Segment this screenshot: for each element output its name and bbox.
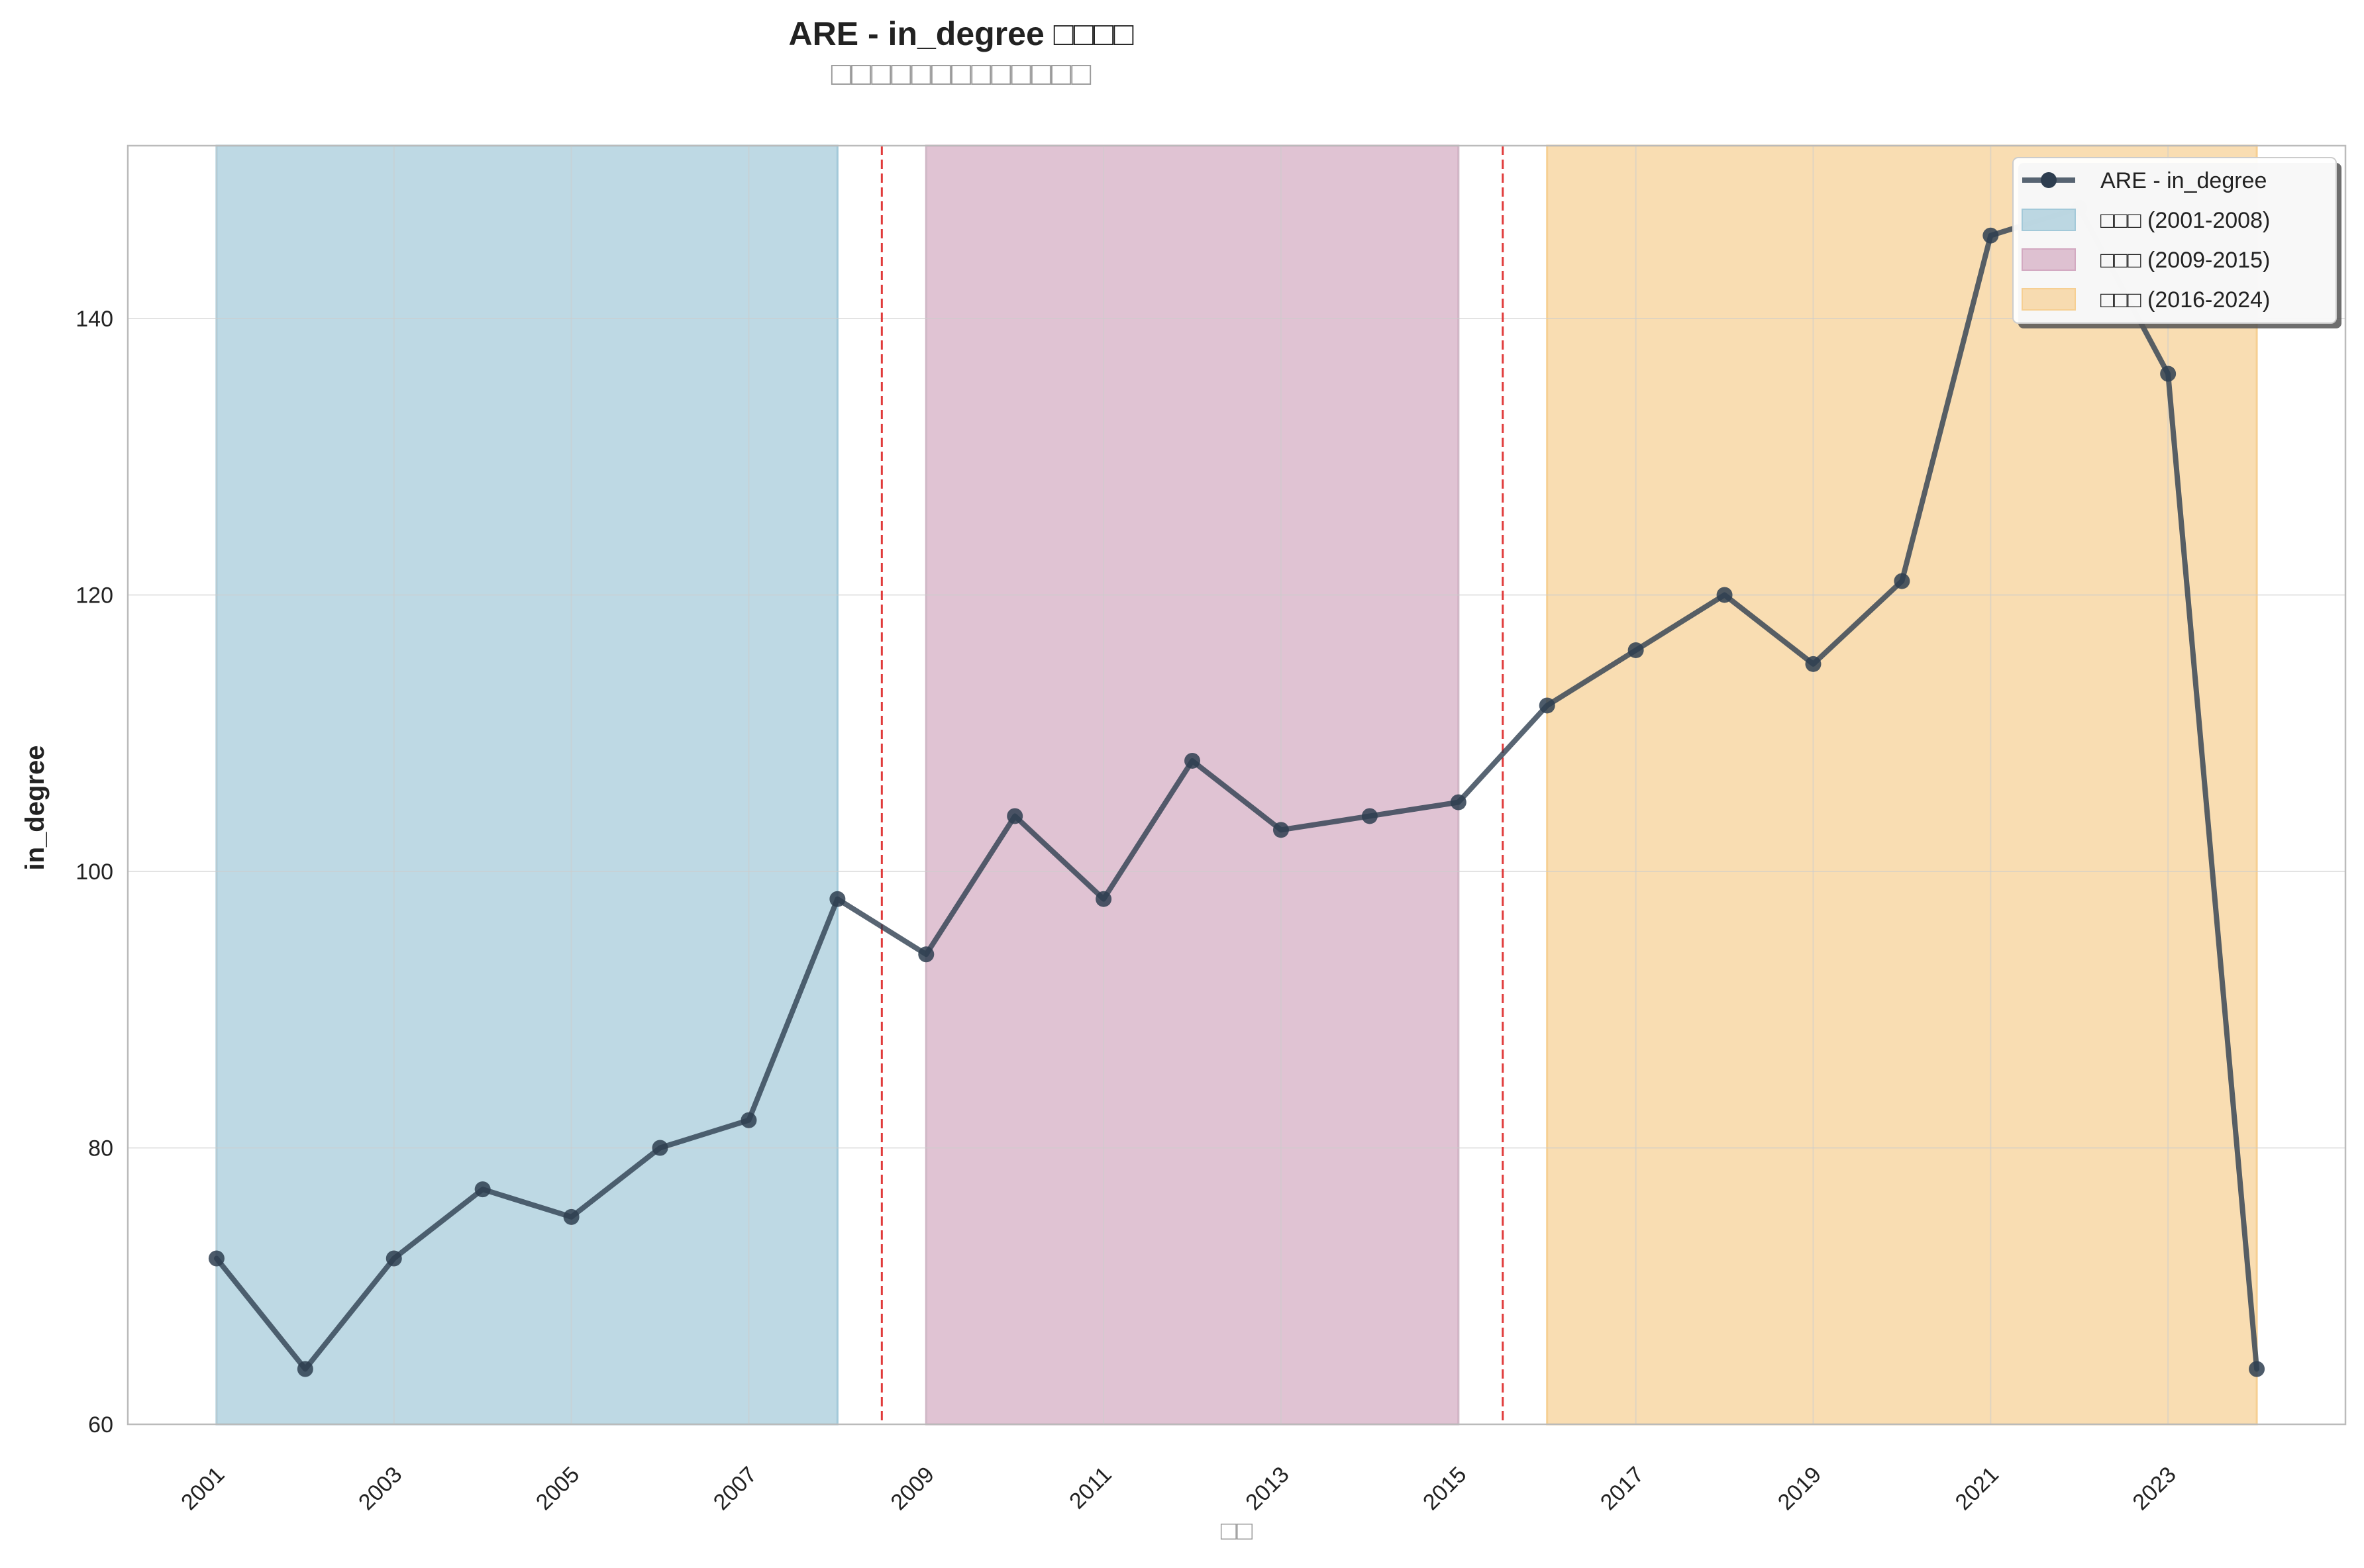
x-tick-label: 2023	[2128, 1462, 2181, 1515]
data-point	[1894, 573, 1910, 589]
data-point	[385, 1250, 402, 1267]
legend-label: □□□ (2016-2024)	[2100, 287, 2270, 313]
x-tick-label: 2015	[1418, 1462, 1471, 1515]
legend-label: □□□ (2009-2015)	[2100, 248, 2270, 273]
period-band-3	[1546, 144, 2258, 1426]
data-point	[2160, 366, 2177, 382]
x-tick-label: 2005	[531, 1462, 584, 1515]
data-point	[208, 1250, 225, 1267]
data-point	[1361, 808, 1378, 824]
data-point	[563, 1208, 580, 1225]
period-band-2	[925, 144, 1460, 1426]
data-point	[741, 1112, 757, 1128]
data-point	[1716, 587, 1733, 603]
y-tick-label: 120	[76, 583, 113, 608]
data-point	[1450, 794, 1466, 810]
data-point	[1272, 822, 1289, 838]
legend-swatch	[2022, 288, 2076, 311]
x-tick-label: 2013	[1241, 1462, 1294, 1515]
data-point	[474, 1181, 491, 1198]
data-point	[1539, 697, 1555, 714]
legend: ARE - in_degree □□□ (2001-2008) □□□ (2009-…	[2012, 157, 2341, 328]
legend-swatch	[2022, 209, 2076, 231]
data-point	[1627, 642, 1644, 658]
data-point	[918, 946, 935, 963]
data-point	[1982, 227, 1999, 244]
y-tick-label: 100	[76, 859, 113, 885]
x-tick-label: 2011	[1064, 1462, 1117, 1514]
data-point	[297, 1361, 313, 1377]
x-axis-label: □□	[1221, 1516, 1253, 1545]
y-tick-label: 80	[88, 1136, 113, 1161]
legend-label: □□□ (2001-2008)	[2100, 208, 2270, 233]
data-point	[1007, 808, 1023, 824]
x-tick-label: 2021	[1951, 1462, 2004, 1515]
data-point	[1096, 891, 1112, 907]
x-tick-label: 2003	[354, 1462, 407, 1515]
plot-area: 60 80 100 120 140 2001 2003 2005 2007 2009 2011 201…	[76, 144, 2347, 1515]
chart-subtitle: □□□□□□□□□□□□□	[831, 55, 1092, 92]
plot-frame	[127, 144, 2347, 1426]
period-band-1	[215, 144, 839, 1426]
series-line-1	[213, 205, 2260, 1372]
data-point	[2249, 1361, 2265, 1377]
legend-marker-swatch	[2041, 172, 2057, 188]
x-tick-label: 2007	[709, 1462, 762, 1515]
data-point	[652, 1140, 668, 1156]
data-point	[1184, 752, 1201, 769]
legend-swatch	[2022, 248, 2076, 271]
x-tick-label: 2001	[176, 1462, 229, 1515]
data-point	[829, 891, 846, 907]
legend-box	[2012, 157, 2337, 324]
y-axis-label: in_degree	[21, 746, 50, 871]
x-tick-label: 2019	[1773, 1462, 1826, 1515]
legend-label: ARE - in_degree	[2100, 168, 2267, 193]
x-tick-label: 2017	[1596, 1462, 1649, 1515]
y-tick-label: 60	[88, 1412, 113, 1438]
chart-title: ARE - in_degree □□□□	[789, 15, 1135, 52]
data-point	[1805, 656, 1822, 672]
y-tick-label: 140	[76, 307, 113, 332]
x-tick-label: 2009	[886, 1462, 939, 1515]
